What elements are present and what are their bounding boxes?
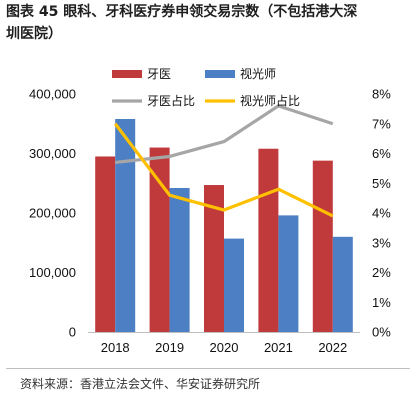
figure-title-line-1: 图表 45 眼科、牙科医疗券申领交易宗数（不包括港大深 bbox=[6, 4, 358, 20]
legend-swatch bbox=[112, 70, 142, 78]
bar-optometrist bbox=[332, 236, 353, 332]
bar-optometrist bbox=[115, 118, 136, 333]
figure-title-line-2: 圳医院） bbox=[6, 26, 62, 42]
x-tick-label: 2021 bbox=[264, 340, 293, 355]
y-right-tick-label: 8% bbox=[372, 87, 391, 102]
bar-dentist bbox=[95, 156, 116, 332]
bar-dentist bbox=[204, 185, 224, 332]
y-right-tick-label: 7% bbox=[372, 116, 391, 131]
x-tick-label: 2022 bbox=[318, 340, 347, 355]
line-dentist-share bbox=[115, 104, 334, 165]
y-right-tick-label: 3% bbox=[372, 235, 391, 250]
legend-label: 视光师 bbox=[240, 66, 276, 81]
footer-divider bbox=[6, 368, 410, 369]
bar-dentist bbox=[258, 148, 279, 332]
legend-label: 视光师占比 bbox=[240, 93, 300, 108]
y-right-tick-label: 1% bbox=[372, 295, 391, 310]
bar-optometrist bbox=[224, 238, 244, 332]
y-left-tick-label: 0 bbox=[69, 325, 76, 340]
y-left-tick-label: 100,000 bbox=[29, 265, 76, 280]
legend-label: 牙医 bbox=[147, 67, 171, 81]
y-left-tick-label: 300,000 bbox=[29, 146, 76, 161]
y-left-tick-label: 400,000 bbox=[29, 87, 76, 102]
figure-title: 图表 45 眼科、牙科医疗券申领交易宗数（不包括港大深 圳医院） bbox=[6, 1, 410, 45]
y-right-tick-label: 0% bbox=[372, 325, 391, 340]
x-tick-label: 2018 bbox=[101, 340, 130, 355]
bar-dentist bbox=[312, 160, 333, 332]
bar-optometrist bbox=[169, 188, 190, 332]
legend-label: 牙医占比 bbox=[147, 93, 195, 108]
legend-swatch bbox=[205, 70, 235, 78]
y-right-tick-label: 5% bbox=[372, 176, 391, 191]
y-left-tick-label: 200,000 bbox=[29, 206, 76, 221]
x-tick-label: 2019 bbox=[155, 340, 184, 355]
line-optometrist-share bbox=[113, 122, 334, 218]
bar-optometrist bbox=[278, 215, 299, 332]
chart: 0 100,000 200,000 300,000 400,000 0% 1% 2% 3% 4% 5… bbox=[29, 66, 391, 355]
bar-dentist bbox=[149, 147, 170, 332]
y-right-tick-label: 4% bbox=[372, 206, 391, 221]
y-right-tick-label: 2% bbox=[372, 265, 391, 280]
x-tick-label: 2020 bbox=[210, 340, 239, 355]
source-note: 资料来源：香港立法会文件、华安证券研究所 bbox=[20, 377, 261, 391]
y-right-tick-label: 6% bbox=[372, 146, 391, 161]
